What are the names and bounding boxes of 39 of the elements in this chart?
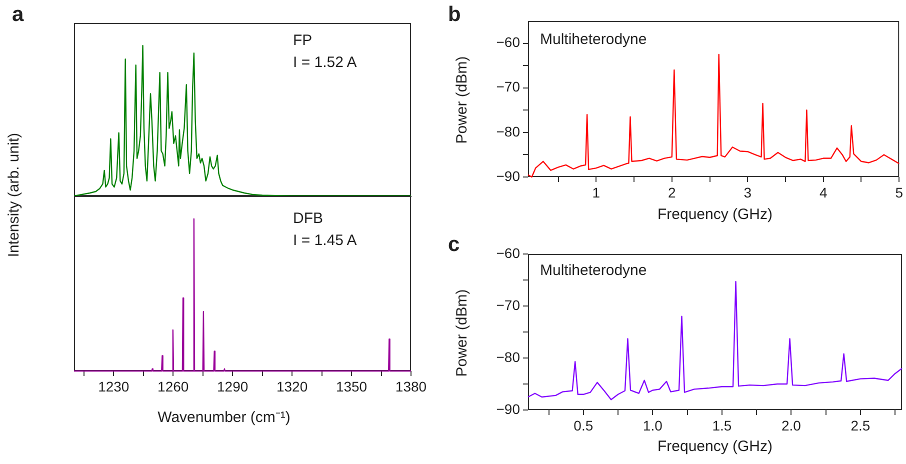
annotation: DFB [293,209,324,229]
x-tick-label: 1380 [395,378,427,394]
x-tick-label: 5 [895,184,904,200]
x-tick-label: 1.5 [712,417,732,434]
y-axis-title: Power (dBm) [454,289,470,377]
y-tick-label: −90 [496,400,520,417]
x-tick-label: 2 [668,184,676,200]
annotation: Multiheterodyne [540,30,647,50]
x-tick-label: 1350 [336,378,368,394]
x-tick-label: 1290 [217,378,248,394]
y-axis-title: Power (dBm) [454,56,470,144]
annotation: I = 1.52 A [293,53,357,73]
y-axis-title: Intensity (arb. unit) [6,132,22,258]
annotation: FP [293,31,314,51]
annotation: I = 1.45 A [293,231,357,251]
chart-title: a [12,3,24,26]
y-tick-label: −70 [496,78,520,95]
x-tick-label: 2.5 [850,417,870,434]
y-tick-label: −60 [496,244,520,261]
y-tick-label: −80 [496,348,520,365]
annotation: Multiheterodyne [540,261,647,281]
chart-title: c [448,233,460,256]
x-tick-label: 1 [592,184,600,200]
y-tick-label: −80 [496,123,520,140]
chart-title: b [448,3,461,26]
y-tick-label: −90 [496,168,520,184]
x-tick-label: 1260 [158,378,189,394]
x-tick-label: 2.0 [781,417,802,434]
x-tick-label: 3 [744,184,752,200]
x-tick-label: 0.5 [574,417,594,434]
x-axis-title: Frequency (GHz) [657,438,773,455]
y-tick-label: −60 [496,34,520,50]
x-axis-title: Wavenumber (cm⁻¹) [158,408,290,426]
y-tick-label: −70 [496,296,520,313]
x-tick-label: 1.0 [642,417,663,434]
x-axis-title: Frequency (GHz) [657,206,773,223]
x-tick-label: 1230 [98,378,130,394]
x-tick-label: 4 [819,184,828,200]
x-tick-label: 1320 [276,378,308,394]
